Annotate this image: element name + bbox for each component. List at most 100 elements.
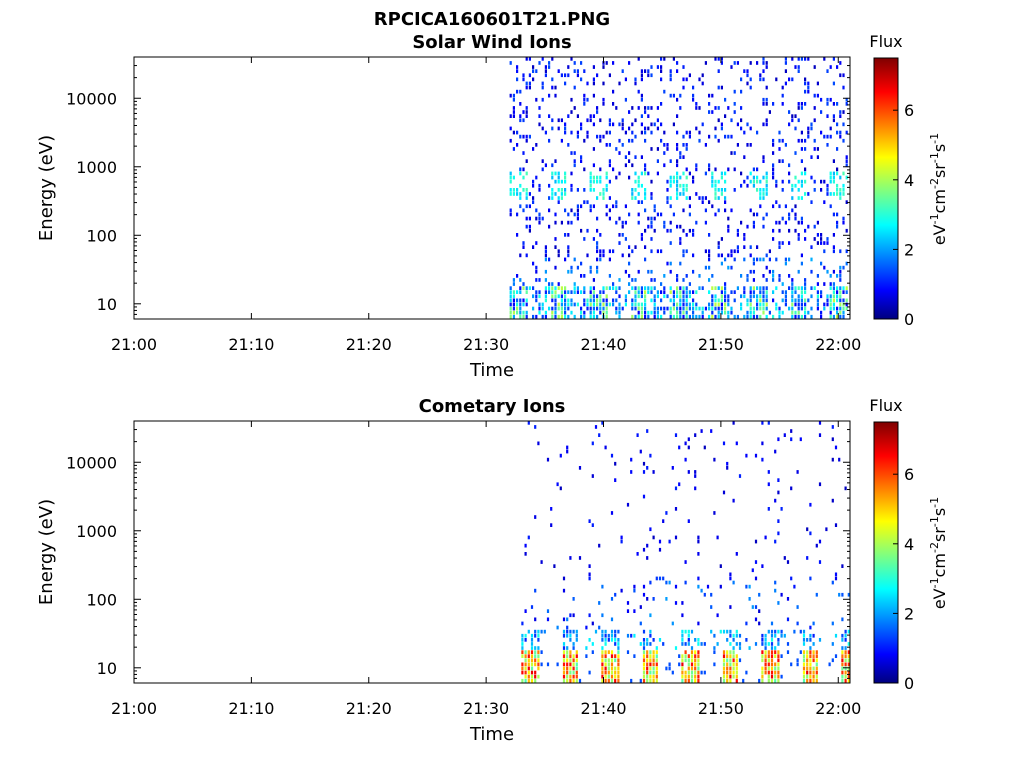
- flux-cell: [569, 678, 572, 683]
- flux-cell: [580, 228, 583, 233]
- flux-cell: [809, 633, 812, 638]
- flux-cell: [525, 114, 528, 118]
- flux-cell: [717, 306, 720, 311]
- flux-cell: [573, 314, 576, 319]
- flux-cell: [752, 220, 755, 225]
- flux-cell: [557, 302, 560, 307]
- flux-cell: [649, 629, 652, 634]
- flux-cell: [692, 314, 695, 319]
- flux-cell: [596, 241, 599, 245]
- flux-cell: [774, 662, 777, 667]
- flux-cell: [687, 678, 690, 683]
- flux-cell: [615, 106, 618, 110]
- flux-cell: [794, 286, 797, 290]
- flux-cell: [681, 670, 684, 675]
- flux-cell: [679, 151, 682, 155]
- flux-cell: [605, 306, 608, 311]
- flux-cell: [694, 638, 697, 642]
- flux-cell: [538, 310, 541, 315]
- flux-cell: [832, 298, 835, 303]
- flux-cell: [797, 179, 800, 184]
- flux-cell: [535, 290, 538, 294]
- flux-cell: [628, 159, 631, 163]
- flux-cell: [692, 298, 695, 303]
- flux-cell: [804, 290, 807, 294]
- flux-cell: [800, 294, 803, 299]
- flux-cell: [759, 204, 762, 209]
- flux-cell: [698, 274, 701, 278]
- flux-cell: [765, 298, 768, 303]
- flux-cell: [823, 302, 826, 307]
- flux-cell: [777, 666, 780, 671]
- flux-cell: [588, 576, 591, 581]
- flux-cell: [749, 310, 752, 315]
- flux-cell: [569, 638, 572, 642]
- flux-cell: [528, 57, 531, 61]
- flux-cell: [813, 118, 816, 123]
- flux-cell: [720, 122, 723, 127]
- flux-cell: [540, 629, 543, 634]
- flux-cell: [525, 110, 528, 114]
- flux-cell: [802, 638, 806, 642]
- flux-cell: [815, 654, 818, 658]
- flux-cell: [519, 278, 522, 282]
- flux-cell: [624, 163, 627, 168]
- flux-cell: [562, 588, 566, 593]
- flux-cell: [656, 294, 659, 299]
- flux-cell: [765, 302, 768, 307]
- flux-cell: [665, 666, 668, 671]
- flux-cell: [758, 609, 761, 613]
- flux-cell: [684, 642, 687, 646]
- flux-cell: [583, 188, 586, 192]
- flux-cell: [560, 286, 563, 290]
- flux-cell: [666, 143, 669, 147]
- flux-cell: [647, 171, 650, 176]
- flux-cell: [656, 290, 659, 294]
- flux-cell: [687, 445, 690, 450]
- flux-cell: [777, 531, 780, 536]
- flux-cell: [640, 97, 643, 102]
- flux-cell: [637, 310, 640, 315]
- flux-cell: [575, 674, 578, 679]
- flux-cell: [544, 245, 547, 249]
- flux-cell: [724, 200, 727, 204]
- flux-cell: [626, 650, 630, 654]
- flux-cell: [569, 670, 572, 675]
- flux-cell: [604, 638, 607, 642]
- flux-cell: [802, 633, 806, 638]
- flux-cell: [719, 564, 722, 568]
- flux-cell: [541, 216, 544, 221]
- flux-cell: [608, 130, 611, 135]
- flux-cell: [836, 306, 839, 311]
- flux-cell: [765, 175, 768, 180]
- flux-cell: [548, 61, 551, 65]
- flux-cell: [698, 286, 701, 290]
- flux-cell: [509, 290, 512, 294]
- flux-cell: [735, 633, 738, 638]
- flux-cell: [640, 314, 643, 319]
- flux-cell: [554, 290, 557, 294]
- flux-cell: [788, 216, 791, 221]
- flux-cell: [698, 138, 701, 143]
- flux-cell: [569, 674, 572, 679]
- flux-cell: [714, 126, 717, 131]
- flux-cell: [541, 126, 544, 131]
- flux-cell: [644, 298, 647, 303]
- flux-cell: [637, 89, 640, 94]
- flux-cell: [759, 294, 762, 299]
- flux-cell: [665, 597, 668, 601]
- flux-cell: [519, 89, 522, 94]
- flux-cell: [685, 147, 688, 151]
- flux-cell: [804, 57, 807, 61]
- flux-cell: [554, 298, 557, 303]
- flux-cell: [679, 314, 682, 319]
- flux-cell: [530, 642, 534, 646]
- flux-cell: [692, 179, 695, 184]
- flux-cell: [736, 143, 739, 147]
- flux-cell: [554, 93, 557, 98]
- flux-cell: [567, 245, 570, 249]
- flux-cell: [781, 216, 784, 221]
- flux-cell: [592, 81, 595, 86]
- flux-cell: [534, 662, 537, 667]
- flux-cell: [596, 257, 599, 262]
